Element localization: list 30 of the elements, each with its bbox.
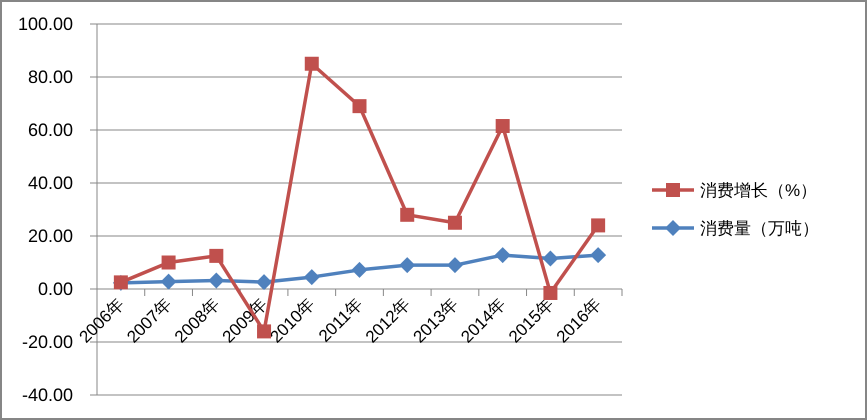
point [543,286,558,300]
point [448,216,462,230]
legend-label: 消费增长（%） [700,181,818,200]
point [591,218,606,232]
point [542,250,558,267]
point [304,269,320,286]
point [399,257,416,274]
point [400,208,414,222]
point [304,56,319,71]
y-tick-label: 20.00 [28,226,73,246]
y-tick-label: 100.00 [18,14,73,34]
point [256,274,272,290]
legend-label: 消费量（万吨） [700,219,819,238]
y-tick-label: 80.00 [28,67,73,87]
y-tick-label: -20.00 [22,332,73,352]
y-tick-label: 40.00 [28,173,73,193]
point [257,324,272,338]
point [162,256,176,270]
point [208,272,224,289]
y-tick-label: 60.00 [28,120,73,140]
point [209,248,224,263]
point [352,262,368,278]
point [496,119,510,134]
point [352,99,366,114]
point [590,247,606,264]
point [446,257,463,274]
y-tick-label: 0.00 [38,279,73,299]
point [494,247,511,264]
y-tick-label: -40.00 [22,385,73,405]
point [160,274,177,290]
